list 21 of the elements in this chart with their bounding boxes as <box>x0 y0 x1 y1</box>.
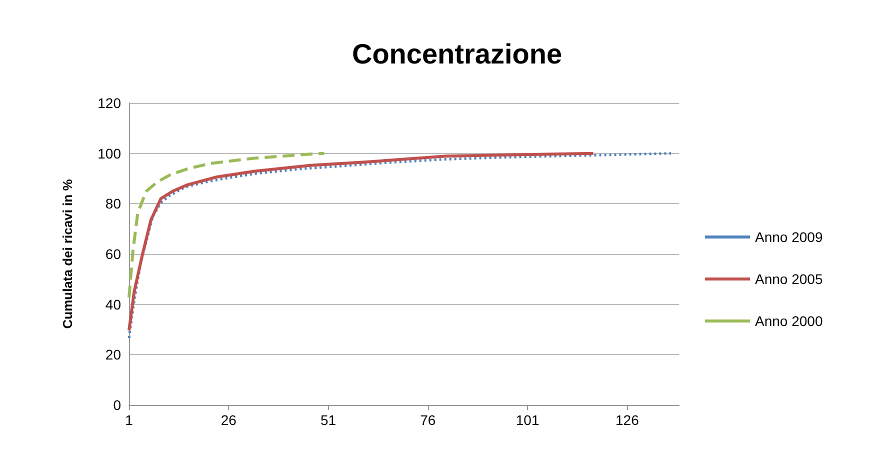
line-series <box>128 152 326 300</box>
line-series <box>128 152 595 332</box>
x-tick-label: 76 <box>420 412 436 428</box>
x-tick-label: 51 <box>320 412 336 428</box>
line-series <box>128 152 672 340</box>
y-tick-label: 60 <box>105 246 122 262</box>
y-tick-label: 80 <box>105 196 122 212</box>
legend-label: Anno 2009 <box>755 229 823 245</box>
x-tick-label: 101 <box>516 412 540 428</box>
y-axis-title: Cumulata dei ricavi in % <box>60 178 75 329</box>
y-tick-label: 40 <box>105 296 122 312</box>
legend-label: Anno 2000 <box>755 313 823 329</box>
y-tick-label: 20 <box>105 346 122 363</box>
chart-title: Concentrazione <box>352 38 562 70</box>
legend-label: Anno 2005 <box>755 271 823 287</box>
x-tick-label: 26 <box>220 412 237 428</box>
x-tick-label: 1 <box>125 412 134 428</box>
y-tick-label: 0 <box>113 397 122 413</box>
y-tick-label: 120 <box>98 95 122 111</box>
x-tick-label: 126 <box>616 412 640 428</box>
y-tick-label: 100 <box>98 145 122 162</box>
